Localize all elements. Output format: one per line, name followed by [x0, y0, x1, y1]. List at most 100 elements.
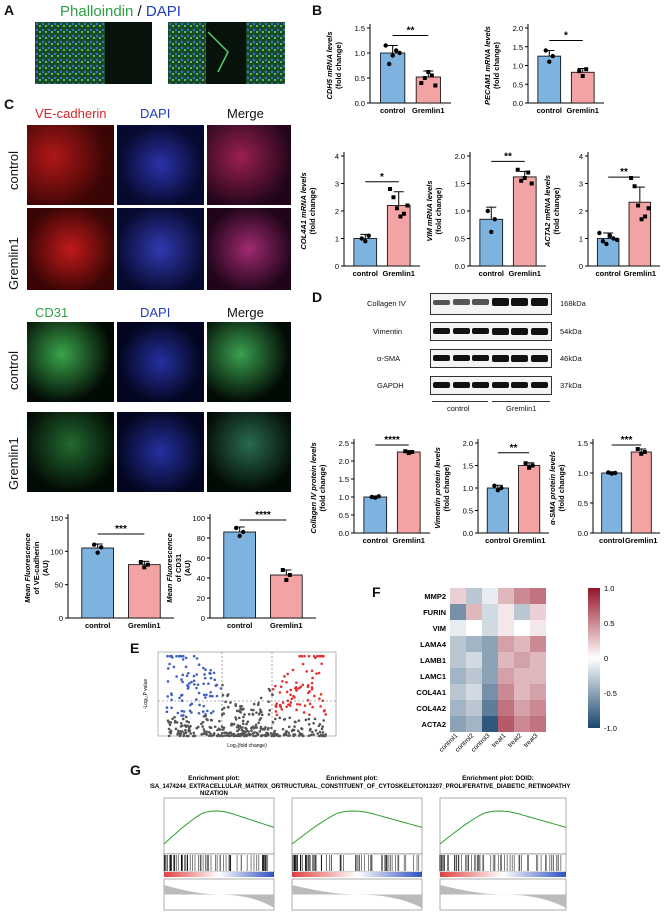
volcano-point	[172, 665, 176, 669]
volcano-point	[250, 729, 253, 733]
volcano-point	[211, 694, 214, 698]
heatmap-cell	[450, 652, 466, 668]
volcano-point	[219, 687, 223, 690]
gsea-es-curve	[163, 810, 275, 845]
y-axis-label: CDH5 mRNA levels	[325, 31, 334, 99]
data-point	[614, 237, 620, 243]
heatmap-col-label: treat1	[491, 732, 508, 749]
blot-group-gremlin: Gremlin1	[506, 404, 537, 413]
y-tick-label: 1.5	[455, 180, 465, 189]
volcano-point	[167, 727, 171, 731]
volcano-point	[259, 696, 263, 700]
y-tick-label: 100	[192, 514, 205, 523]
volcano-point	[175, 721, 179, 724]
heatmap-row-label: LAMC1	[420, 672, 446, 681]
y-tick-label: 3	[579, 180, 583, 189]
data-point	[287, 573, 292, 577]
volcano-point	[168, 723, 172, 727]
bar-gremlin1	[128, 564, 161, 619]
y-tick-label: 0.0	[339, 529, 349, 538]
volcano-point	[175, 654, 178, 658]
row-label-gremlin-1: Gremlin1	[6, 237, 21, 290]
volcano-point	[270, 726, 273, 730]
blot-band	[433, 299, 450, 305]
data-point	[95, 550, 100, 555]
volcano-point	[311, 676, 314, 680]
volcano-point	[245, 727, 248, 731]
data-point	[597, 230, 602, 236]
data-point	[635, 447, 640, 451]
heatmap-cell	[450, 588, 466, 604]
col-header-dapi-2: DAPI	[140, 305, 171, 320]
volcano-point	[318, 730, 322, 734]
y-tick-label: 1.5	[355, 24, 365, 33]
heatmap-cell	[530, 668, 546, 684]
heatmap-cell	[514, 700, 530, 716]
x-tick-label: Gremlin1	[566, 106, 599, 115]
gsea-metric-area	[292, 885, 422, 908]
volcano-point	[289, 693, 292, 697]
volcano-point	[279, 705, 283, 709]
blot-band	[491, 298, 509, 306]
volcano-point	[307, 723, 311, 726]
volcano-point	[302, 711, 306, 714]
y-tick-label: 1.0	[455, 207, 465, 216]
data-point	[609, 471, 614, 476]
gsea-es-frame	[163, 797, 275, 855]
volcano-point	[257, 721, 260, 725]
y-axis-label: α-SMA protein levels	[548, 451, 557, 525]
bar-gremlin1	[415, 76, 441, 104]
y-tick-label: 3	[335, 180, 339, 189]
y-axis-label-group: Mean Fluorescence of VE-cadherin (AU)	[23, 533, 50, 603]
blot-band	[452, 382, 470, 388]
heatmap-gene-expression: MMP2 FURIN VIM LAMA4 LAMB1 LAMC1 COL4A1 COL4A2 A…	[416, 584, 617, 754]
volcano-point	[170, 706, 173, 710]
volcano-point	[216, 728, 219, 732]
volcano-point	[198, 703, 201, 707]
data-point	[606, 470, 611, 475]
volcano-point	[315, 672, 318, 675]
y-axis-label: (AU)	[183, 560, 192, 576]
volcano-point	[259, 734, 263, 738]
volcano-point	[268, 709, 272, 712]
data-point	[643, 214, 648, 219]
y-axis-label: (AU)	[41, 560, 50, 576]
volcano-point	[242, 734, 246, 738]
y-axis-label: COL4A1 mRNA levels	[299, 172, 308, 249]
volcano-point	[205, 693, 208, 697]
volcano-point	[307, 717, 311, 721]
volcano-point	[181, 673, 185, 677]
heatmap-cell	[498, 716, 514, 732]
data-point	[376, 494, 381, 499]
volcano-point	[241, 726, 244, 729]
heatmap-cell	[514, 604, 530, 620]
heatmap-cell	[530, 700, 546, 716]
panel-label-b: B	[312, 2, 323, 18]
volcano-point	[215, 734, 219, 738]
volcano-point	[237, 728, 241, 731]
y-axis-label: of VE-cadherin	[32, 541, 41, 594]
volcano-point	[195, 673, 199, 676]
data-point	[495, 488, 501, 493]
data-point	[422, 76, 427, 80]
volcano-point	[274, 684, 277, 688]
volcano-point	[291, 668, 295, 672]
volcano-point	[293, 725, 296, 728]
volcano-point	[271, 734, 274, 737]
volcano-point	[317, 671, 321, 675]
volcano-point	[239, 726, 242, 729]
y-axis-label-group: Collagen IV protein levels (fold change)	[309, 442, 327, 533]
volcano-point	[212, 732, 216, 735]
heatmap-cell	[514, 716, 530, 732]
volcano-point	[293, 720, 297, 724]
volcano-point	[312, 722, 315, 725]
volcano-point	[246, 720, 250, 723]
heatmap-cell	[466, 700, 482, 716]
volcano-point	[187, 720, 190, 724]
volcano-point	[321, 731, 325, 734]
volcano-point	[295, 708, 298, 712]
blot-band	[511, 298, 528, 306]
volcano-point	[281, 727, 285, 731]
data-point	[577, 69, 582, 74]
y-tick-label: 0.0	[578, 529, 588, 538]
